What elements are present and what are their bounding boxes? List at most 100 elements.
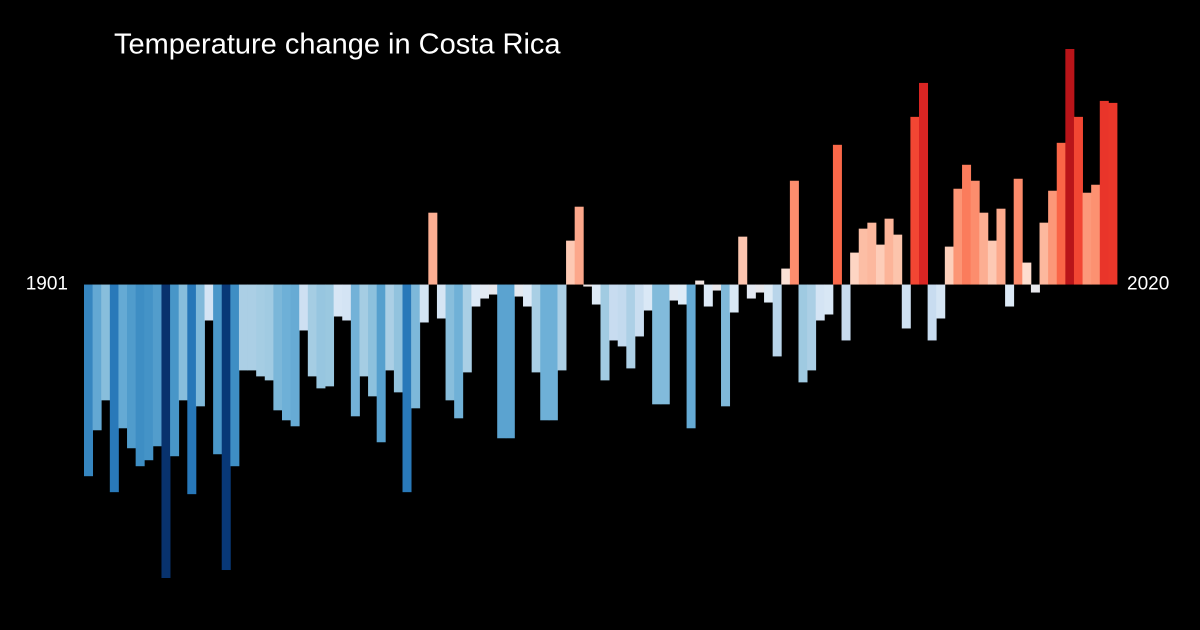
bar (1065, 48, 1075, 285)
bar (677, 284, 687, 305)
bar (1039, 222, 1049, 285)
bar (1048, 190, 1058, 285)
bar (1099, 100, 1109, 285)
bar (307, 284, 317, 377)
bar (213, 284, 223, 455)
bar (350, 284, 360, 417)
bar (574, 206, 584, 285)
bar (875, 244, 885, 285)
bar (609, 284, 619, 341)
bar (505, 284, 515, 439)
bar (798, 284, 808, 383)
bar (462, 284, 472, 373)
bar (686, 284, 696, 429)
bar (479, 284, 489, 299)
bar (738, 236, 748, 285)
bar (523, 284, 533, 307)
chart-title: Temperature change in Costa Rica (114, 29, 561, 61)
bar (764, 284, 774, 303)
bar (1056, 142, 1066, 285)
bar (591, 284, 601, 305)
bar (979, 212, 989, 285)
bar (333, 284, 343, 317)
bar (755, 284, 765, 293)
bar (187, 284, 197, 495)
bar (566, 240, 576, 285)
bar (290, 284, 300, 427)
bar (127, 284, 137, 449)
bar (772, 284, 782, 357)
bar (1073, 116, 1083, 285)
bar (634, 284, 644, 337)
bar (781, 268, 791, 285)
bar (807, 284, 817, 371)
bar (342, 284, 352, 321)
bar (161, 284, 171, 579)
bar (428, 212, 438, 285)
bar (471, 284, 481, 307)
bar (445, 284, 455, 401)
bar (626, 284, 636, 369)
bar (178, 284, 188, 401)
bar (703, 284, 713, 307)
bar (368, 284, 378, 397)
bar (273, 284, 283, 411)
bar (617, 284, 627, 347)
bar (953, 188, 963, 285)
bar (557, 284, 567, 371)
bar (238, 284, 248, 371)
bar (884, 218, 894, 285)
bar (970, 180, 980, 285)
bar (531, 284, 541, 373)
bar (867, 222, 877, 285)
bar (1013, 178, 1023, 285)
bar (962, 164, 972, 285)
bar (944, 246, 954, 285)
bar (152, 284, 162, 447)
bar (1091, 184, 1101, 285)
bar (815, 284, 825, 321)
bar (135, 284, 145, 467)
bar (84, 284, 94, 477)
bar (996, 208, 1006, 285)
bar (893, 234, 903, 285)
bar (824, 284, 834, 315)
bar (643, 284, 653, 311)
bar (729, 284, 739, 313)
bar (936, 284, 946, 319)
bar (221, 284, 231, 571)
bar (144, 284, 154, 461)
bar (712, 284, 722, 291)
bar (832, 144, 842, 285)
bar (256, 284, 266, 377)
bar (204, 284, 214, 321)
bar (910, 116, 920, 285)
bar (118, 284, 128, 429)
bar (901, 284, 911, 329)
bar (841, 284, 851, 341)
bar (436, 284, 446, 319)
bar (660, 284, 670, 405)
bar (281, 284, 291, 421)
bar (299, 284, 309, 331)
bar (540, 284, 550, 421)
bar (92, 284, 102, 431)
bar (170, 284, 180, 457)
bar (385, 284, 395, 371)
bar (411, 284, 421, 409)
bar (695, 280, 705, 285)
bar (1030, 284, 1040, 293)
bar (264, 284, 274, 381)
bar (247, 284, 257, 371)
bar (1108, 102, 1118, 285)
bar (652, 284, 662, 405)
bar (987, 240, 997, 285)
bar (858, 228, 868, 285)
bar (514, 284, 524, 297)
bar (600, 284, 610, 381)
bar (488, 284, 498, 295)
bar (419, 284, 429, 323)
bar (376, 284, 386, 443)
